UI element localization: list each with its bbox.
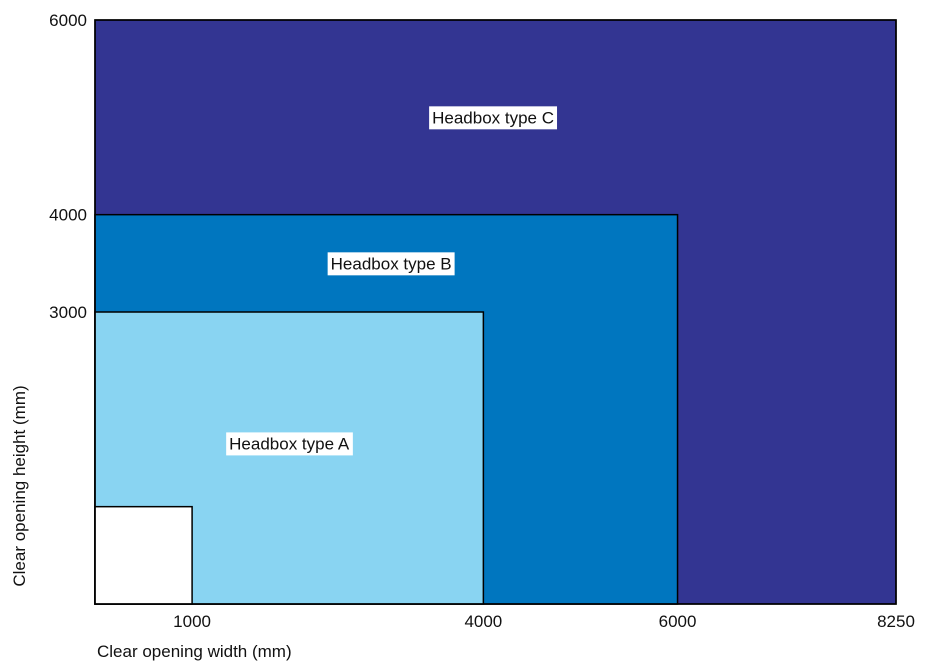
y-tick-label: 3000	[49, 303, 87, 322]
x-axis-label: Clear opening width (mm)	[97, 642, 292, 661]
x-tick-label: 6000	[659, 612, 697, 631]
region-label-text: Headbox type B	[331, 254, 452, 273]
x-tick-label: 4000	[464, 612, 502, 631]
region-label-headbox-type-b: Headbox type B	[327, 252, 455, 276]
y-tick-label: 6000	[49, 11, 87, 30]
x-tick-label: 1000	[173, 612, 211, 631]
region-label-text: Headbox type A	[229, 434, 350, 453]
ticks-layer: 1000 4000 6000 8250 3000 4000 6000	[49, 11, 915, 631]
excluded-layer	[94, 505, 193, 605]
region-label-headbox-type-a: Headbox type A	[226, 432, 353, 456]
region-label-bg	[429, 106, 558, 130]
x-tick-label: 8250	[877, 612, 915, 631]
region-label-text: Headbox type C	[432, 108, 554, 127]
region-labels-layer: Headbox type C Headbox type B Headbox type…	[226, 106, 558, 456]
plot-frame	[94, 19, 897, 605]
region-label-bg	[226, 432, 353, 456]
region-label-headbox-type-c: Headbox type C	[429, 106, 558, 130]
region-label-bg	[327, 252, 455, 276]
y-axis-label: Clear opening height (mm)	[10, 385, 29, 586]
y-tick-label: 4000	[49, 206, 87, 225]
excluded-region	[94, 505, 193, 605]
